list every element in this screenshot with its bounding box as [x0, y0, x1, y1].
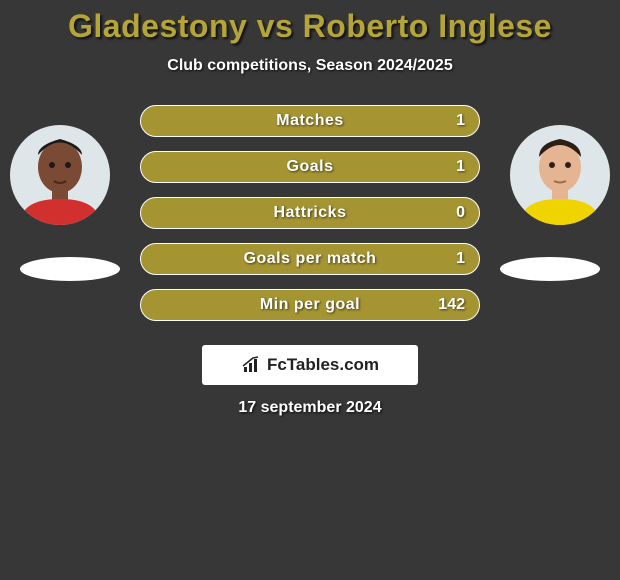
player-left-avatar — [10, 125, 110, 225]
logo-box: FcTables.com — [202, 345, 418, 385]
page-title: Gladestony vs Roberto Inglese — [0, 8, 620, 45]
stat-label: Goals — [141, 158, 479, 176]
stat-value: 142 — [438, 296, 465, 314]
stat-bars: Matches 1 Goals 1 Hattricks 0 Goals per … — [140, 105, 480, 321]
stat-bar: Goals 1 — [140, 151, 480, 183]
stat-value: 1 — [456, 112, 465, 130]
player-right-avatar — [510, 125, 610, 225]
date-text: 17 september 2024 — [0, 399, 620, 417]
infographic-card: Gladestony vs Roberto Inglese Club compe… — [0, 0, 620, 417]
stat-bar: Min per goal 142 — [140, 289, 480, 321]
avatar-right-icon — [510, 125, 610, 225]
stat-bar: Goals per match 1 — [140, 243, 480, 275]
stat-bar: Matches 1 — [140, 105, 480, 137]
player-left-shadow — [20, 257, 120, 281]
chart-icon — [241, 355, 261, 375]
stat-label: Goals per match — [141, 250, 479, 268]
stat-label: Hattricks — [141, 204, 479, 222]
page-subtitle: Club competitions, Season 2024/2025 — [0, 57, 620, 75]
stat-label: Matches — [141, 112, 479, 130]
avatar-left-icon — [10, 125, 110, 225]
logo-text: FcTables.com — [267, 355, 379, 375]
stat-value: 1 — [456, 250, 465, 268]
stat-value: 0 — [456, 204, 465, 222]
player-right-shadow — [500, 257, 600, 281]
stat-bar: Hattricks 0 — [140, 197, 480, 229]
stat-label: Min per goal — [141, 296, 479, 314]
players-row: Matches 1 Goals 1 Hattricks 0 Goals per … — [0, 105, 620, 335]
stat-value: 1 — [456, 158, 465, 176]
